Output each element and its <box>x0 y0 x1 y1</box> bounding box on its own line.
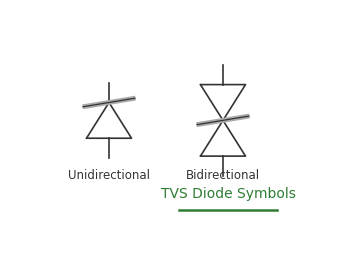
Text: Bidirectional: Bidirectional <box>186 169 260 182</box>
Text: TVS Diode Symbols: TVS Diode Symbols <box>161 187 296 201</box>
Text: Unidirectional: Unidirectional <box>68 169 150 182</box>
